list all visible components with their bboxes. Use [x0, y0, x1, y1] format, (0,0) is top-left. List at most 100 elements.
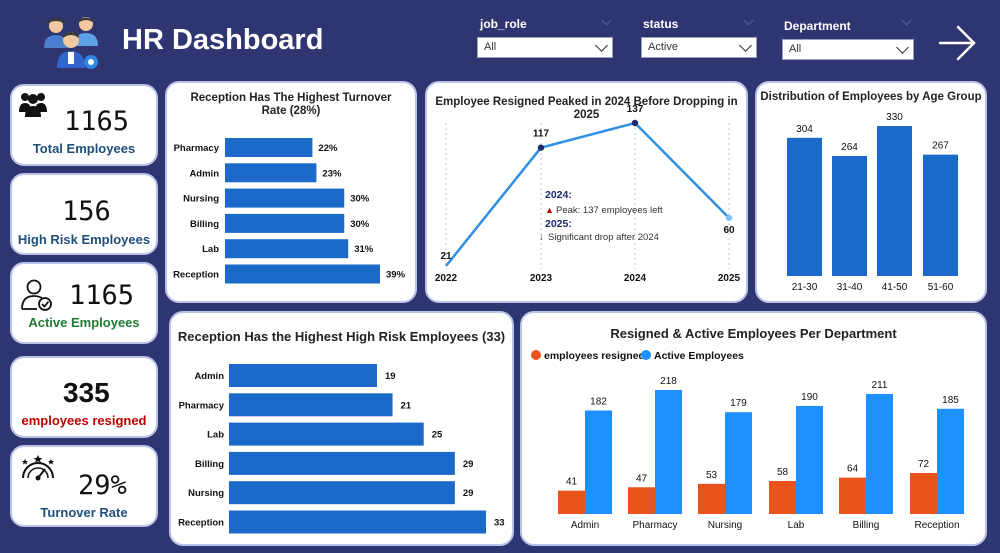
data-label: 179: [730, 398, 747, 409]
resigned-trend-chart-card: Employee Resigned Peaked in 2024 Before …: [425, 81, 748, 303]
legend-swatch-active: [641, 350, 651, 360]
category-label: Reception: [173, 270, 219, 281]
bar-resigned: [839, 477, 866, 514]
category-label: Pharmacy: [179, 400, 225, 411]
kpi-total-employees-label: Total Employees: [32, 141, 136, 156]
filter-job-role-dropdown[interactable]: All: [477, 37, 613, 58]
high-risk-chart-card: Reception Has the Highest High Risk Empl…: [169, 311, 514, 546]
x-tick-label: 2025: [718, 273, 741, 284]
category-label: Billing: [195, 459, 224, 470]
high-risk-chart-title: Reception Has the Highest High Risk Empl…: [177, 329, 506, 344]
data-point: [725, 214, 733, 222]
kpi-resigned-value: 335: [63, 377, 110, 408]
hr-logo-icon: [42, 14, 102, 72]
age-group-chart-card: Distribution of Employees by Age Group 3…: [755, 81, 987, 303]
kpi-resigned-label: employees resigned: [21, 413, 147, 428]
department-chart: employees resigned Active Employees 41 182 A…: [531, 350, 964, 531]
bar: [832, 156, 867, 276]
kpi-turnover-rate: 29% Turnover Rate: [10, 445, 158, 527]
filter-department-dropdown[interactable]: All: [782, 39, 914, 60]
kpi-active-employees-value: 1165: [69, 280, 135, 311]
series-line: [445, 121, 730, 267]
filter-status-value: Active: [648, 41, 678, 53]
kpi-total-employees: 1165 Total Employees: [10, 84, 158, 166]
page-title: HR Dashboard: [122, 24, 324, 56]
resigned-trend-chart-title: Employee Resigned Peaked in 2024 Before …: [435, 96, 738, 121]
data-label: 29: [463, 459, 474, 470]
filter-job-role-value: All: [484, 41, 497, 53]
data-label: 21: [440, 251, 452, 262]
legend-label: Active Employees: [654, 350, 744, 362]
data-label: 30%: [350, 219, 370, 230]
gauge-icon: [19, 452, 57, 482]
chevron-down-icon[interactable]: [601, 15, 612, 26]
kpi-total-employees-value: 1165: [64, 106, 130, 137]
data-label: 304: [796, 124, 813, 135]
bar: [225, 239, 349, 259]
triangle-up-icon: ▲: [545, 205, 554, 215]
age-group-chart-title: Distribution of Employees by Age Group: [760, 91, 982, 103]
bar: [229, 510, 486, 534]
bar-active: [796, 405, 823, 514]
chevron-down-icon[interactable]: [901, 15, 912, 26]
data-label: 72: [918, 459, 930, 470]
turnover-rate-chart-title: Reception Has The Highest Turnover Rate …: [190, 92, 392, 117]
bar-active: [585, 410, 612, 514]
x-tick-label: Admin: [571, 520, 599, 531]
category-label: Billing: [190, 219, 219, 230]
x-tick-label: 2022: [435, 273, 458, 284]
bar: [225, 264, 380, 284]
data-label: 19: [385, 371, 396, 382]
user-check-icon: [20, 278, 54, 312]
arrow-down-icon: ↓: [539, 232, 544, 243]
chevron-down-icon: [739, 39, 752, 52]
x-tick-label: 2023: [530, 273, 553, 284]
chevron-down-icon: [896, 41, 909, 54]
high-risk-chart: Admin 19 Pharmacy 21 Lab 25 Billing 29 Nursing 29…: [178, 364, 505, 534]
data-label: 33: [494, 518, 505, 529]
bar: [923, 154, 958, 276]
turnover-rate-chart: Pharmacy 22% Admin 23% Nursing 30% Billing 30% L…: [173, 138, 406, 284]
data-point: [631, 119, 639, 127]
category-label: Lab: [207, 430, 224, 441]
x-tick-label: Reception: [914, 520, 959, 531]
filter-department-value: All: [789, 43, 802, 55]
bar: [877, 126, 912, 276]
data-label: 64: [847, 464, 859, 475]
data-label: 190: [801, 392, 818, 403]
chevron-down-icon[interactable]: [743, 15, 754, 26]
legend-label: employees resigned: [544, 350, 645, 362]
bar: [229, 422, 424, 446]
bar: [229, 364, 377, 387]
annotation-text: Significant drop after 2024: [548, 232, 659, 243]
department-chart-card: Resigned & Active Employees Per Departme…: [520, 311, 987, 546]
resigned-trend-chart: 21 2022 117 2023 137 2024 60 2025 2024: ▲ Peak: 13…: [435, 104, 741, 284]
x-tick-label: Pharmacy: [632, 520, 677, 531]
filter-department-label: Department: [784, 19, 851, 33]
kpi-high-risk-label: High Risk Employees: [17, 232, 151, 247]
x-tick-label: 41-50: [882, 282, 908, 293]
bar: [229, 393, 393, 417]
data-label: 330: [886, 112, 903, 123]
kpi-turnover-value: 29%: [78, 470, 127, 501]
x-tick-label: 2024: [624, 273, 647, 284]
data-label: 264: [841, 142, 858, 153]
kpi-active-employees-label: Active Employees: [28, 315, 140, 330]
x-tick-label: Billing: [853, 520, 880, 531]
bar-active: [937, 408, 964, 514]
bar: [229, 451, 455, 475]
data-label: 23%: [322, 168, 342, 179]
category-label: Nursing: [183, 194, 219, 205]
bar: [787, 137, 822, 276]
data-label: 41: [566, 477, 578, 488]
annotation-text: Peak: 137 employees left: [556, 205, 663, 216]
data-label: 60: [723, 225, 735, 236]
annotation-heading: 2025:: [545, 218, 572, 230]
bar: [225, 138, 313, 157]
bar: [225, 213, 345, 233]
data-label: 53: [706, 470, 718, 481]
filter-status-dropdown[interactable]: Active: [641, 37, 757, 58]
people-icon: [18, 90, 48, 118]
bar-resigned: [698, 483, 725, 514]
arrow-right-icon[interactable]: [938, 24, 978, 62]
